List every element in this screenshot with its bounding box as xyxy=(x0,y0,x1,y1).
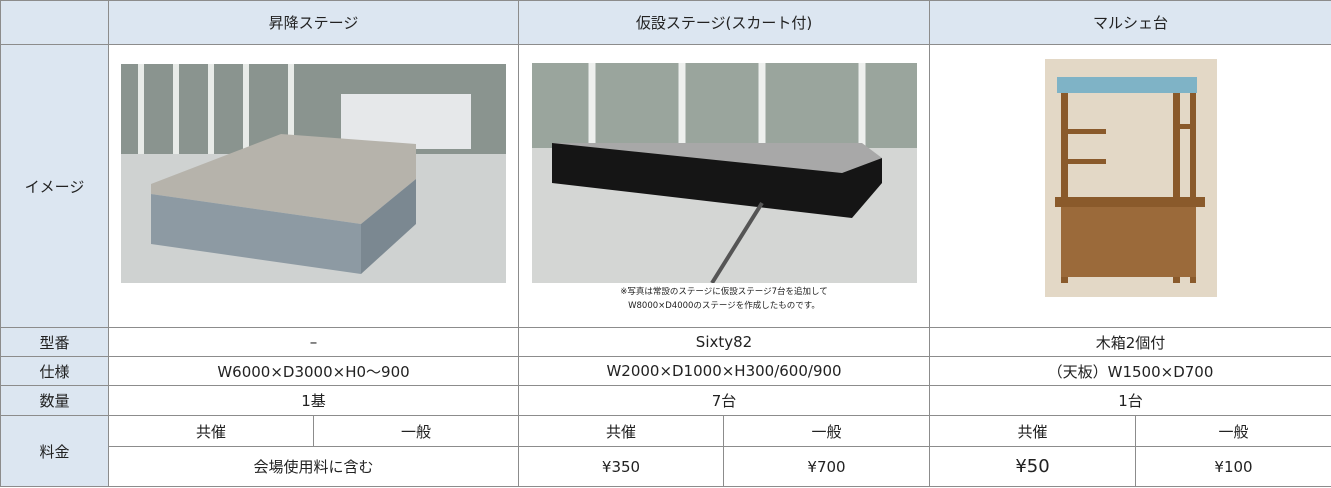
price-sub-header: 共催 xyxy=(929,415,1137,447)
row-label: 数量 xyxy=(0,385,109,416)
price-sub-header: 一般 xyxy=(1135,415,1331,447)
spec-cell: 1基 xyxy=(107,385,520,416)
price-cell: ¥350 xyxy=(518,446,725,487)
price-cell: ¥700 xyxy=(723,446,931,487)
stage-photo xyxy=(121,64,506,283)
price-sub-header: 一般 xyxy=(723,415,931,447)
row-label: イメージ xyxy=(0,44,109,328)
image-cell xyxy=(107,44,520,328)
stage-photo xyxy=(531,63,917,283)
price-cell: 会場使用料に含む xyxy=(107,446,520,487)
spec-cell: W2000×D1000×H300/600/900 xyxy=(518,356,931,386)
image-row: イメージ ※写真は常設のステージに仮設ステージ7台 xyxy=(0,44,1331,328)
spec-cell: Sixty82 xyxy=(518,327,931,357)
spec-cell: （天板）W1500×D700 xyxy=(929,356,1331,386)
header-row: 昇降ステージ 仮設ステージ(スカート付) マルシェ台 xyxy=(0,0,1331,45)
row-label: 仕様 xyxy=(0,356,109,386)
spec-row: 仕様 W6000×D3000×H0～900 W2000×D1000×H300/6… xyxy=(0,356,1331,386)
price-header-row: 料金 共催 一般 共催 一般 共催 一般 xyxy=(0,415,1331,487)
price-row: 会場使用料に含む ¥350 ¥700 ¥50 ¥100 xyxy=(1,446,1331,487)
price-sub-header: 一般 xyxy=(312,415,520,447)
price-sub-header: 共催 xyxy=(518,415,725,447)
image-cell: ※写真は常設のステージに仮設ステージ7台を追加して W8000×D4000のステ… xyxy=(518,44,931,328)
price-cell: ¥100 xyxy=(1135,446,1331,487)
price-cell: ¥50 xyxy=(929,446,1137,487)
note-line: ※写真は常設のステージに仮設ステージ7台を追加して xyxy=(620,287,828,297)
image-cell xyxy=(929,44,1331,328)
row-label: 型番 xyxy=(0,327,109,357)
spec-cell: – xyxy=(107,327,520,357)
photo-note: ※写真は常設のステージに仮設ステージ7台を追加して W8000×D4000のステ… xyxy=(520,285,929,313)
spec-cell: 7台 xyxy=(518,385,931,416)
spec-cell: W6000×D3000×H0～900 xyxy=(107,356,520,386)
corner-cell xyxy=(0,0,109,45)
column-header: 仮設ステージ(スカート付) xyxy=(518,0,931,45)
spec-cell: 1台 xyxy=(929,385,1331,416)
spec-row: 型番 – Sixty82 木箱2個付 xyxy=(0,327,1331,357)
marche-photo xyxy=(1044,59,1217,297)
spec-row: 数量 1基 7台 1台 xyxy=(0,385,1331,416)
price-sub-header: 共催 xyxy=(108,415,314,447)
column-header: 昇降ステージ xyxy=(107,0,520,45)
note-line: W8000×D4000のステージを作成したものです。 xyxy=(628,301,820,311)
row-label: 料金 xyxy=(0,415,109,487)
column-header: マルシェ台 xyxy=(929,0,1331,45)
spec-cell: 木箱2個付 xyxy=(929,327,1331,357)
